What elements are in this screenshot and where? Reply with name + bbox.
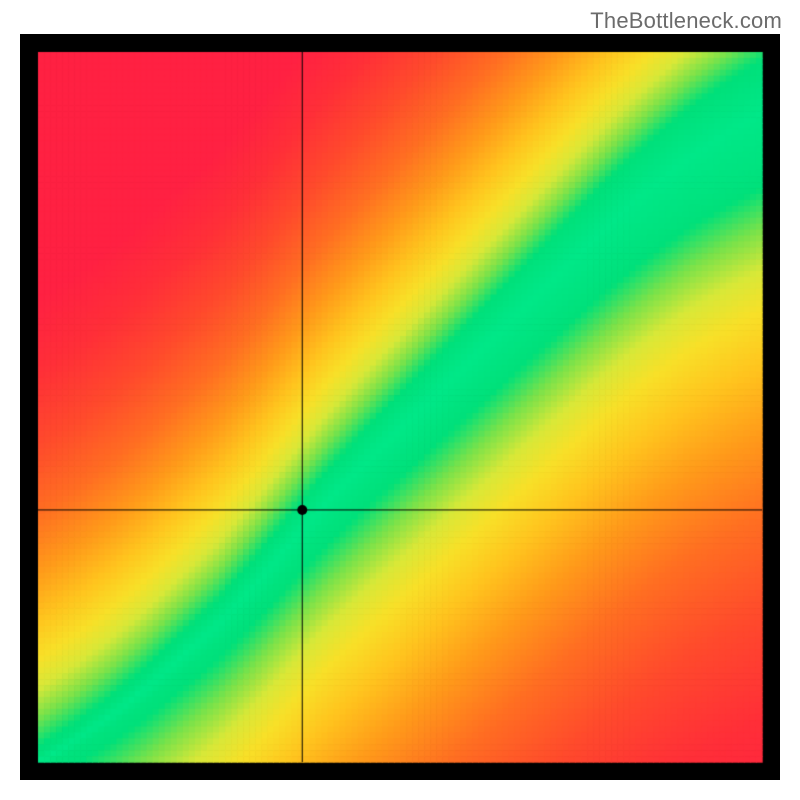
- chart-container: TheBottleneck.com: [0, 0, 800, 800]
- watermark-text: TheBottleneck.com: [590, 8, 782, 34]
- plot-frame: [20, 34, 780, 780]
- heatmap-canvas: [20, 34, 780, 780]
